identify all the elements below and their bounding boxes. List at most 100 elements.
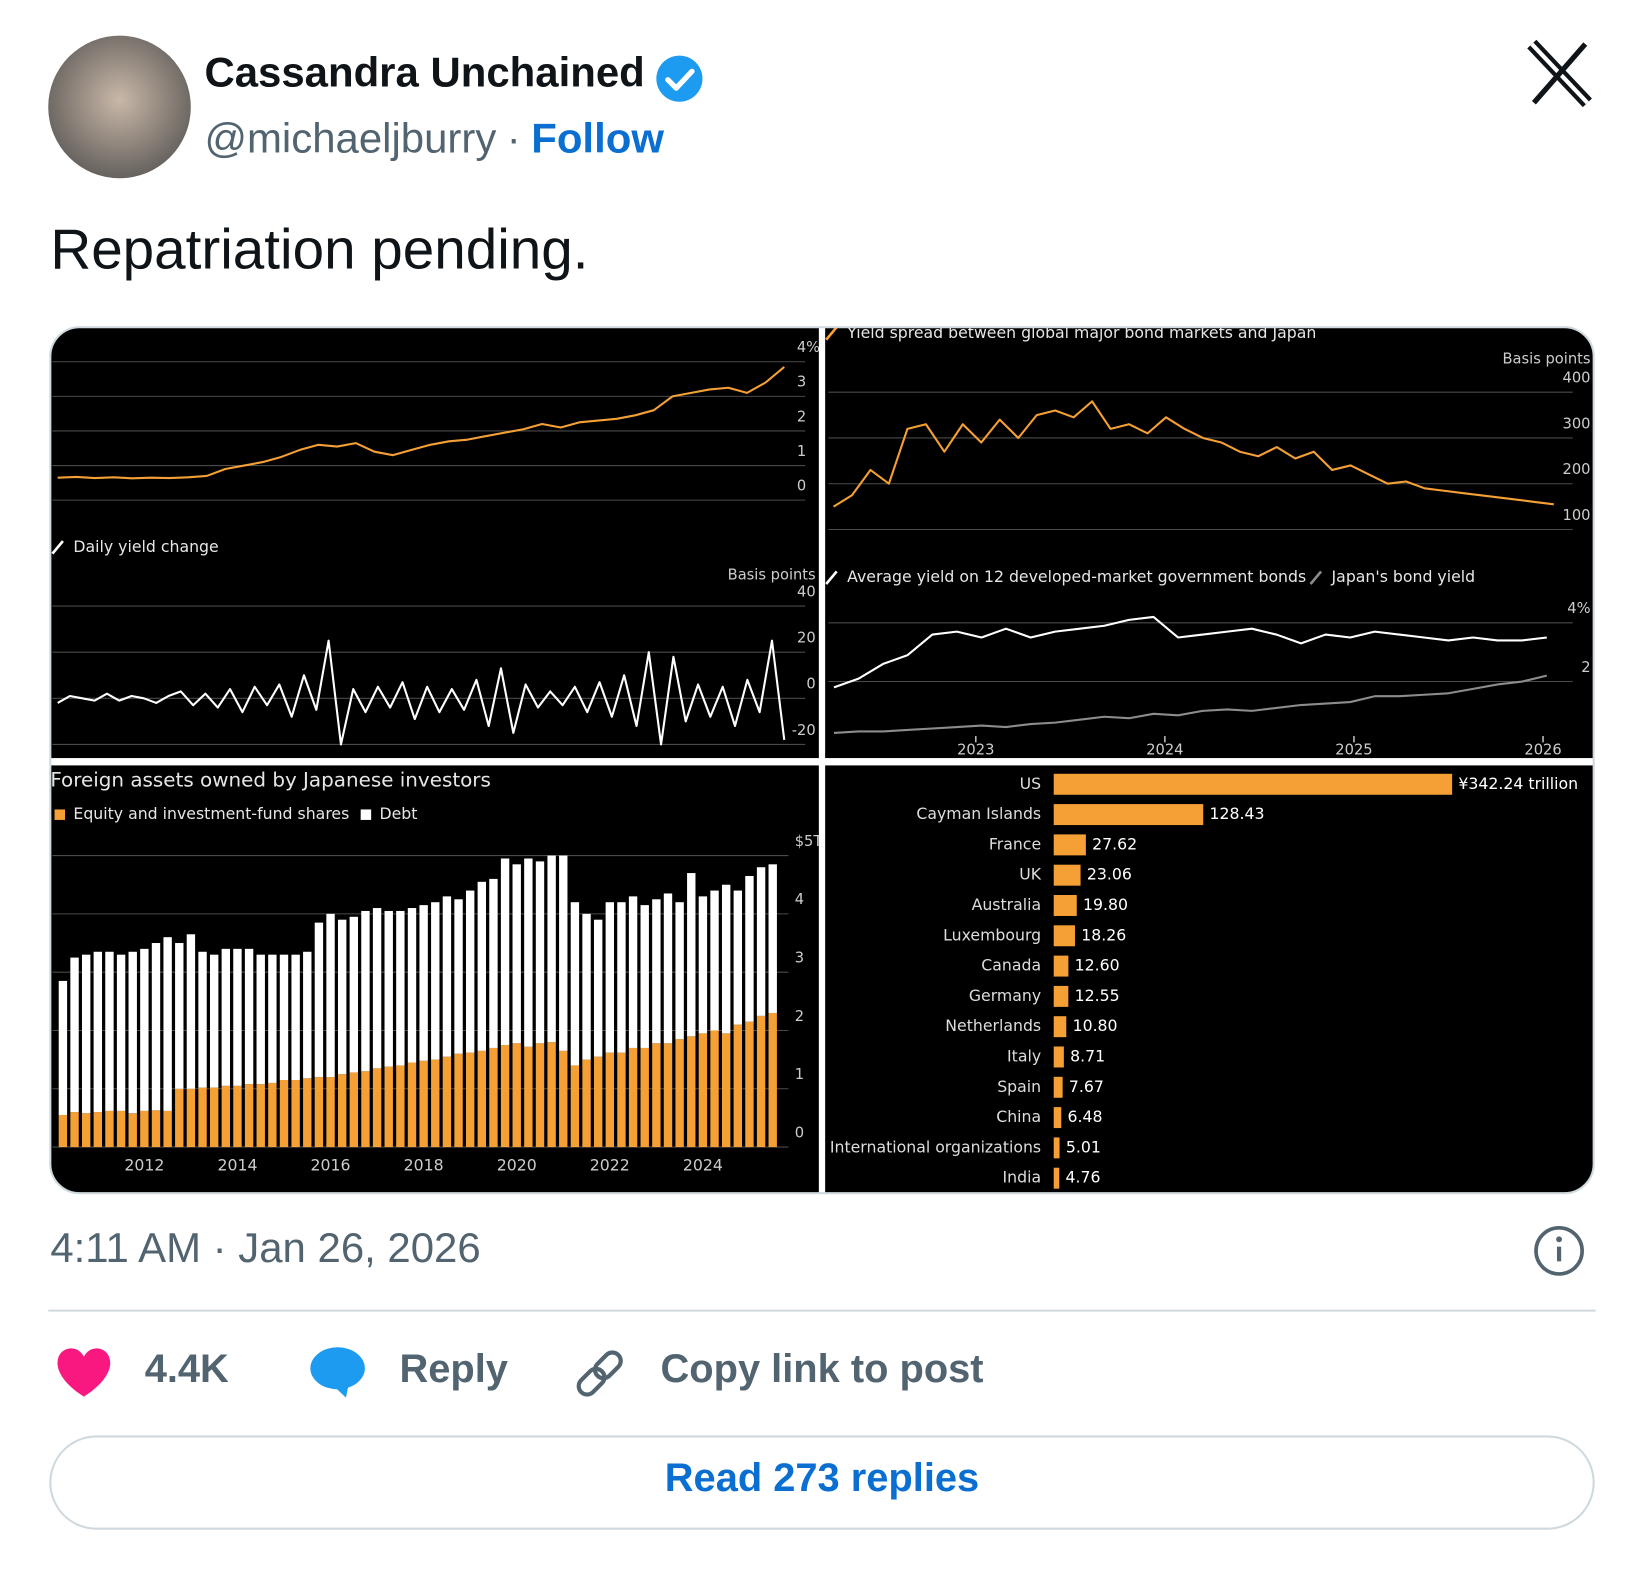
bar-segment xyxy=(500,858,510,1046)
y-tick-label: 40 xyxy=(797,583,816,600)
bar-segment xyxy=(268,954,277,1083)
bar-segment xyxy=(687,873,696,1037)
bar-segment xyxy=(663,893,673,1044)
bar-segment xyxy=(489,1047,498,1148)
bar xyxy=(1053,1137,1060,1159)
bar-segment xyxy=(640,1047,649,1148)
bar-segment xyxy=(314,1077,324,1148)
info-icon[interactable] xyxy=(1534,1225,1584,1276)
bar-segment xyxy=(314,922,324,1078)
bar-segment xyxy=(593,919,603,1057)
bar-segment xyxy=(116,1110,126,1148)
bar-segment xyxy=(582,1059,591,1148)
category-label: India xyxy=(1003,1168,1042,1187)
line-series xyxy=(57,639,786,746)
value-label: 18.26 xyxy=(1081,925,1126,944)
bar-segment xyxy=(675,902,684,1040)
bar-segment xyxy=(361,910,370,1072)
legend-swatch xyxy=(825,570,838,585)
y-tick-label: 0 xyxy=(806,676,815,693)
bar-segment xyxy=(151,1110,161,1148)
y-axis-label: Basis points xyxy=(1502,351,1590,368)
bar xyxy=(1053,985,1069,1007)
bar-segment xyxy=(209,1087,219,1148)
x-tick-label: 2018 xyxy=(404,1155,444,1174)
y-tick-label: 4 xyxy=(795,891,804,908)
reply-icon[interactable] xyxy=(310,1347,365,1398)
y-tick-label: 2 xyxy=(795,1008,804,1025)
bar-segment xyxy=(244,948,254,1085)
bar-segment xyxy=(163,1110,172,1148)
bar-segment xyxy=(256,1084,265,1148)
value-label: 19.80 xyxy=(1083,895,1128,914)
bar-segment xyxy=(337,919,347,1075)
bar-segment xyxy=(652,1043,661,1148)
bar-segment xyxy=(70,957,79,1113)
y-tick-label: 3 xyxy=(795,950,804,967)
y-tick-label: 2 xyxy=(797,408,806,425)
like-count[interactable]: 4.4K xyxy=(145,1347,229,1391)
bar-segment xyxy=(442,896,452,1057)
bar-segment xyxy=(128,951,137,1114)
bar xyxy=(1053,1167,1060,1189)
bar-segment xyxy=(279,954,289,1081)
bar-segment xyxy=(721,1033,731,1148)
bar xyxy=(1053,773,1453,795)
bar xyxy=(1053,1076,1063,1098)
bar-segment xyxy=(582,913,591,1060)
line-series xyxy=(832,400,1554,508)
bar-segment xyxy=(745,875,754,1022)
timestamp[interactable]: 4:11 AM · Jan 26, 2026 xyxy=(50,1224,480,1271)
bar xyxy=(1053,925,1075,947)
bar-segment xyxy=(512,1043,521,1148)
bar-segment xyxy=(221,948,231,1086)
separator: · xyxy=(507,115,521,162)
bar-segment xyxy=(407,908,417,1063)
bar-segment xyxy=(570,1065,580,1148)
link-icon[interactable] xyxy=(575,1349,624,1398)
bar-segment xyxy=(81,1113,91,1148)
y-tick-label: 0 xyxy=(795,1124,804,1141)
bar-segment xyxy=(698,1033,708,1148)
bar-segment xyxy=(756,1015,766,1148)
copy-link-button[interactable]: Copy link to post xyxy=(661,1347,984,1391)
author-name[interactable]: Cassandra Unchained xyxy=(204,49,644,96)
avatar[interactable] xyxy=(48,35,191,179)
legend-label: Japan's bond yield xyxy=(1331,567,1476,586)
bar-segment xyxy=(524,1046,533,1148)
read-replies-button[interactable] xyxy=(49,1435,1595,1530)
category-label: UK xyxy=(1019,865,1042,884)
value-label: ¥342.24 trillion xyxy=(1458,774,1578,793)
line-series xyxy=(833,674,1548,734)
bar-segment xyxy=(710,1030,719,1148)
y-tick-label: 1 xyxy=(797,443,806,460)
reply-button[interactable]: Reply xyxy=(399,1347,507,1391)
bar-segment xyxy=(454,899,463,1054)
bar-segment xyxy=(547,855,556,1043)
bar xyxy=(1053,1016,1067,1038)
bar-segment xyxy=(617,902,626,1053)
handle[interactable]: @michaeljburry xyxy=(204,115,496,162)
value-label: 5.01 xyxy=(1066,1137,1101,1156)
category-label: Canada xyxy=(981,956,1041,975)
bar-segment xyxy=(93,951,103,1113)
bar-segment xyxy=(396,910,405,1066)
bar-segment xyxy=(361,1071,370,1148)
bar-segment xyxy=(128,1113,137,1148)
bar-segment xyxy=(140,948,149,1111)
bar-segment xyxy=(163,937,172,1111)
bar-segment xyxy=(477,1050,487,1148)
y-tick-label: 400 xyxy=(1563,370,1591,387)
read-replies-label[interactable]: Read 273 replies xyxy=(665,1456,979,1500)
bar-segment xyxy=(733,1024,743,1148)
category-label: Germany xyxy=(969,986,1041,1005)
bar-segment xyxy=(384,910,393,1067)
x-logo[interactable] xyxy=(1527,39,1592,108)
bar-segment xyxy=(733,890,743,1025)
y-tick-label: 2 xyxy=(1581,659,1590,676)
x-tick-label: 2014 xyxy=(217,1155,257,1174)
follow-button[interactable]: Follow xyxy=(531,115,664,162)
category-label: France xyxy=(989,834,1041,853)
like-icon[interactable] xyxy=(57,1348,111,1397)
